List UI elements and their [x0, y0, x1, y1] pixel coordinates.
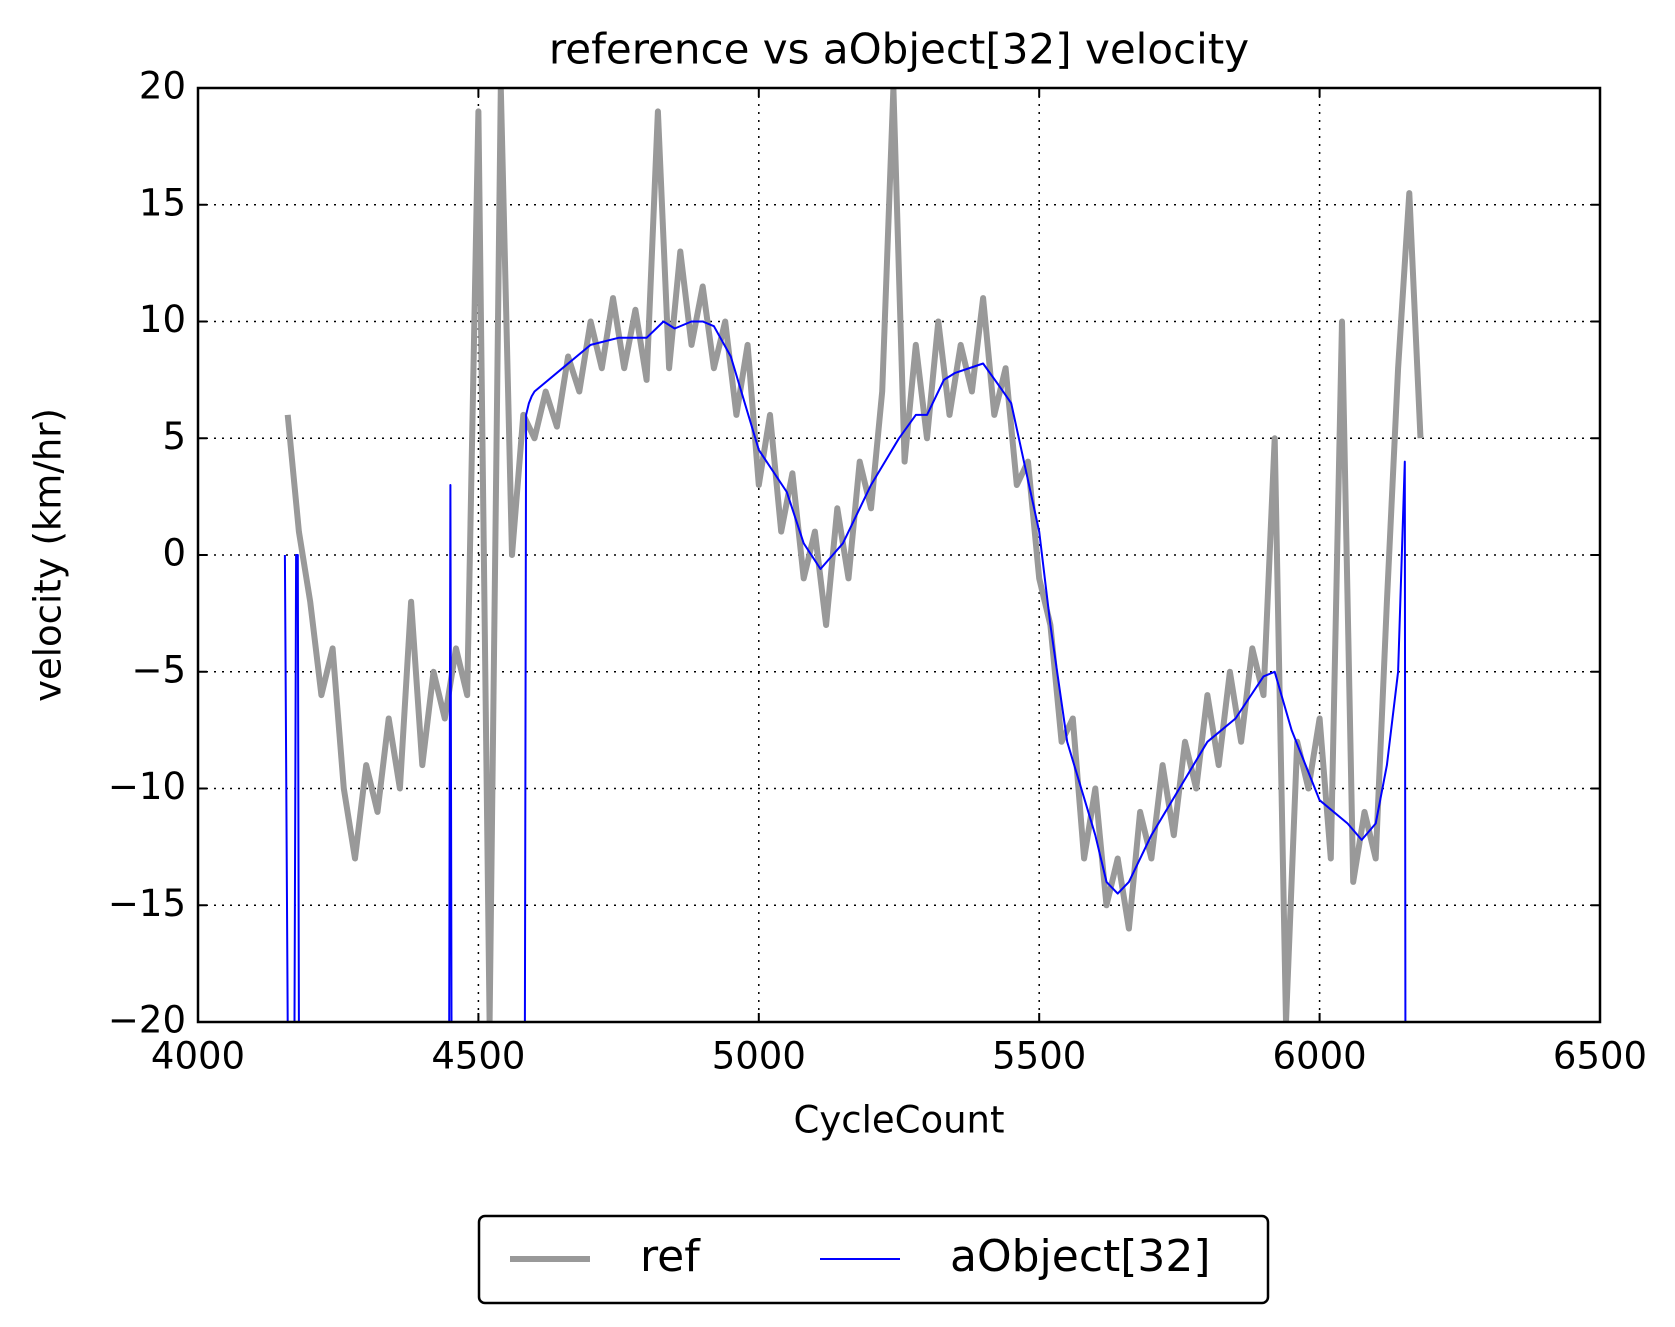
- y-tick-label: −20: [108, 999, 186, 1042]
- y-tick-label: 0: [162, 532, 186, 575]
- x-tick-label: 6000: [1273, 1035, 1367, 1078]
- plot-lines: [283, 88, 1424, 1022]
- x-tick-label: 6500: [1553, 1035, 1647, 1078]
- chart-title: reference vs aObject[32] velocity: [549, 25, 1249, 74]
- legend-label: ref: [640, 1231, 701, 1282]
- y-tick-label: −10: [108, 765, 186, 808]
- legend: ref aObject[32]: [510, 1231, 1211, 1282]
- y-tick-label: 15: [139, 181, 186, 224]
- x-axis-label: CycleCount: [794, 1099, 1005, 1142]
- ticks: 4000 4500 5000 5500 6000 6500 −20 −15 −10 −5 0 5 10 1…: [108, 65, 1647, 1078]
- x-tick-label: 4500: [431, 1035, 525, 1078]
- y-tick-label: 20: [139, 65, 186, 108]
- x-tick-label: 5500: [992, 1035, 1086, 1078]
- y-axis-label: velocity (km/hr): [27, 408, 70, 702]
- x-tick-label: 4000: [151, 1035, 245, 1078]
- y-tick-label: −15: [108, 882, 186, 925]
- legend-label: aObject[32]: [950, 1231, 1211, 1282]
- y-tick-label: 10: [139, 298, 186, 341]
- y-tick-label: −5: [131, 648, 186, 691]
- series-line: [283, 320, 1407, 1022]
- y-tick-label: 5: [162, 415, 186, 458]
- x-tick-label: 5000: [712, 1035, 806, 1078]
